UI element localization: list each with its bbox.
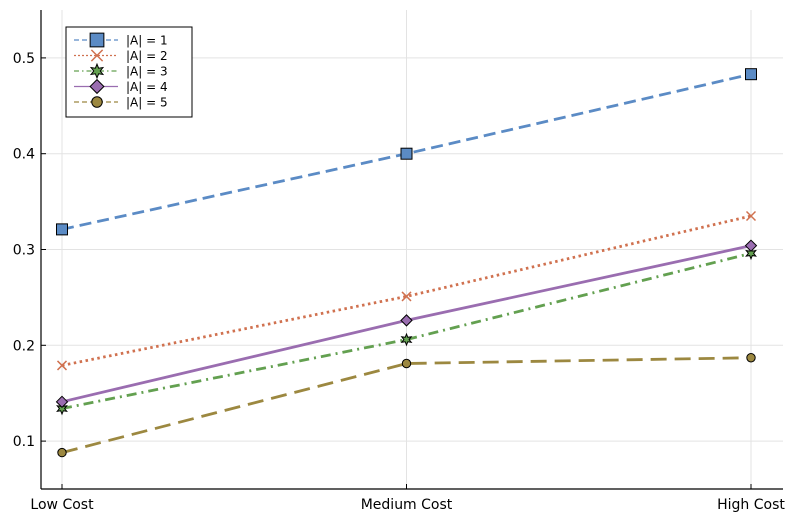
data-point	[745, 210, 757, 222]
series-line	[61, 251, 752, 410]
series-4	[55, 239, 758, 409]
x-tick-label: Medium Cost	[361, 497, 453, 513]
x-tick-label: High Cost	[717, 497, 785, 513]
data-point	[746, 353, 756, 363]
legend-label: |A| = 2	[126, 49, 168, 63]
x-tick-label: Low Cost	[30, 497, 94, 513]
data-point	[56, 401, 68, 416]
legend-label: |A| = 4	[126, 80, 168, 94]
series-line	[61, 356, 752, 454]
data-point	[745, 68, 757, 81]
legend-item: |A| = 3	[74, 62, 168, 80]
y-tick-label: 0.2	[13, 338, 35, 354]
series-2	[56, 210, 757, 371]
axes: 0.1 0.2 0.3 0.4 0.5 Low Cost Medium Cost High C…	[13, 10, 785, 513]
legend-marker	[91, 96, 103, 108]
data-point	[400, 314, 413, 327]
y-tick-label: 0.3	[13, 243, 35, 259]
data-point	[401, 358, 412, 369]
data-point	[745, 246, 757, 261]
legend-label: |A| = 3	[126, 65, 168, 79]
data-point	[400, 332, 413, 347]
legend: |A| = 1|A| = 2 |A| = 3|A| = 4 |A| = 5	[65, 26, 193, 118]
data-point	[400, 147, 413, 160]
legend-item: |A| = 5	[74, 96, 168, 110]
legend-item: |A| = 1	[74, 32, 168, 48]
series-1	[56, 68, 757, 236]
y-tick-label: 0.1	[13, 434, 35, 450]
series-3	[56, 246, 757, 416]
legend-marker	[89, 62, 105, 80]
data-point	[55, 395, 69, 409]
y-tick-label: 0.4	[13, 147, 35, 163]
data-point	[56, 223, 68, 236]
legend-label: |A| = 5	[126, 96, 168, 110]
data-point	[744, 239, 758, 252]
legend-item: |A| = 4	[74, 78, 168, 95]
legend-label: |A| = 1	[126, 34, 168, 48]
legend-marker	[90, 49, 104, 62]
legend-marker	[89, 32, 105, 48]
y-tick-label: 0.5	[13, 51, 35, 67]
data-point	[57, 447, 67, 458]
series-5	[57, 353, 756, 458]
data-point	[56, 360, 68, 371]
legend-item: |A| = 2	[74, 49, 168, 63]
data-point	[401, 291, 412, 302]
series-group	[55, 68, 758, 458]
legend-marker	[89, 78, 105, 95]
